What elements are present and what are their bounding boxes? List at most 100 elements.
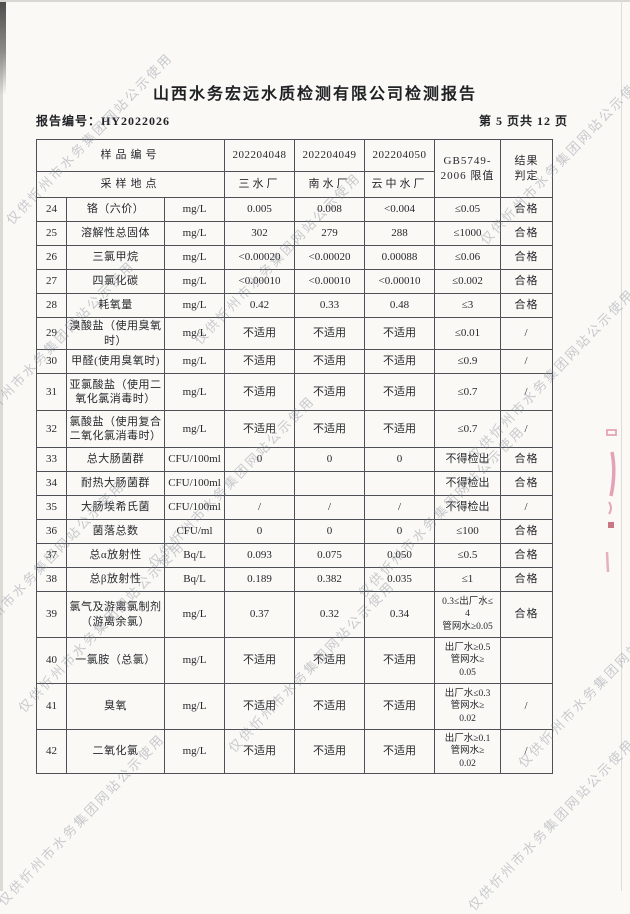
header-location-2: 南水厂 (294, 171, 366, 198)
row-number: 39 (36, 591, 67, 638)
cell-parameter: 氯气及游离氯制剂（游离余氯） (66, 591, 165, 638)
results-table: 样品编号 202204048 202204049 202204050 GB574… (35, 139, 554, 774)
cell-value-plant-2: 不适用 (294, 637, 366, 684)
cell-unit: mg/L (163, 221, 226, 246)
cell-unit: CFU/ml (163, 519, 226, 544)
report-meta: 报告编号：HY2022026 第 5 页共 12 页 (36, 112, 568, 129)
cell-result: 合格 (500, 567, 554, 592)
cell-result: 合格 (500, 543, 554, 568)
cell-value-plant-2: 0.382 (294, 567, 366, 592)
row-number: 33 (36, 447, 67, 472)
cell-limit: ≤0.9 (434, 349, 502, 374)
cell-result: 合格 (500, 293, 554, 318)
cell-value-plant-2: 不适用 (294, 683, 366, 730)
cell-limit: ≤0.002 (434, 269, 502, 294)
cell-result: / (500, 317, 554, 350)
cell-value-plant-1: <0.00020 (224, 245, 296, 270)
cell-value-plant-3: 不适用 (364, 637, 436, 684)
cell-limit: 出厂水≥0.1 管网水≥ 0.02 (434, 729, 502, 774)
header-location-1: 三水厂 (224, 171, 296, 198)
cell-value-plant-1: / (224, 495, 296, 520)
cell-parameter: 亚氯酸盐（使用二氧化氯消毒时） (66, 373, 165, 411)
cell-result (500, 637, 554, 684)
cell-unit: mg/L (163, 245, 226, 270)
cell-parameter: 溶解性总固体 (66, 221, 165, 246)
cell-value-plant-2: 0.075 (294, 543, 366, 568)
table-row: 34 耐热大肠菌群 CFU/100ml 不得检出 合格 (36, 471, 554, 496)
cell-value-plant-2: <0.00010 (294, 269, 366, 294)
cell-value-plant-1: 0.37 (224, 591, 296, 638)
cell-limit: ≤100 (434, 519, 502, 544)
row-number: 31 (36, 373, 67, 411)
cell-value-plant-3: 不适用 (364, 729, 436, 774)
cell-value-plant-3: 0.035 (364, 567, 436, 592)
cell-parameter: 总β放射性 (66, 567, 165, 592)
table-row: 40 一氯胺（总氯） mg/L 不适用 不适用 不适用 出厂水≥0.5 管网水≥ 0.05 (36, 637, 554, 684)
cell-parameter: 耐热大肠菌群 (66, 471, 165, 496)
cell-value-plant-1: 不适用 (224, 683, 296, 730)
row-number: 40 (36, 637, 67, 684)
cell-result: / (500, 683, 554, 730)
cell-unit: mg/L (163, 197, 226, 222)
cell-unit: mg/L (163, 683, 226, 730)
cell-unit: CFU/100ml (163, 471, 226, 496)
cell-unit: mg/L (163, 269, 226, 294)
cell-value-plant-3: 0.48 (364, 293, 436, 318)
header-sample-id-1: 202204048 (224, 139, 296, 172)
cell-unit: mg/L (163, 293, 226, 318)
cell-value-plant-1: 0.189 (224, 567, 296, 592)
table-row: 37 总α放射性 Bq/L 0.093 0.075 0.050 ≤0.5 合格 (36, 543, 554, 568)
cell-unit: mg/L (163, 637, 226, 684)
cell-limit: ≤0.5 (434, 543, 502, 568)
cell-value-plant-1: <0.00010 (224, 269, 296, 294)
table-row: 35 大肠埃希氏菌 CFU/100ml / / / 不得检出 / (36, 495, 554, 520)
cell-value-plant-1: 不适用 (224, 317, 296, 350)
row-number: 30 (36, 349, 67, 374)
cell-result: 合格 (500, 471, 554, 496)
row-number: 28 (36, 293, 67, 318)
cell-value-plant-2: 不适用 (294, 729, 366, 774)
row-number: 36 (36, 519, 67, 544)
cell-parameter: 总大肠菌群 (66, 447, 165, 472)
cell-result: 合格 (500, 519, 554, 544)
cell-limit: 不得检出 (434, 471, 502, 496)
row-number: 29 (36, 317, 67, 350)
row-number: 26 (36, 245, 67, 270)
table-row: 36 菌落总数 CFU/ml 0 0 0 ≤100 合格 (36, 519, 554, 544)
cell-value-plant-1 (224, 471, 296, 496)
cell-parameter: 三氯甲烷 (66, 245, 165, 270)
cell-value-plant-3: 不适用 (364, 317, 436, 350)
cell-result: / (500, 410, 554, 448)
table-row: 39 氯气及游离氯制剂（游离余氯） mg/L 0.37 0.32 0.34 0.3≤出厂水≤… (36, 591, 554, 638)
table-row: 29 溴酸盐（使用臭氧时） mg/L 不适用 不适用 不适用 ≤0.01/ (36, 317, 554, 350)
row-number: 38 (36, 567, 67, 592)
cell-unit: mg/L (163, 317, 226, 350)
row-number: 35 (36, 495, 67, 520)
cell-value-plant-2: / (294, 495, 366, 520)
cell-value-plant-1: 不适用 (224, 349, 296, 374)
cell-value-plant-1: 0.093 (224, 543, 296, 568)
cell-parameter: 菌落总数 (66, 519, 165, 544)
table-row: 31 亚氯酸盐（使用二氧化氯消毒时） mg/L 不适用 不适用 不适用 ≤0.7/ (36, 373, 554, 411)
scan-edge-shadow (0, 0, 6, 95)
cell-limit: ≤1000 (434, 221, 502, 246)
cell-parameter: 铬（六价） (66, 197, 165, 222)
cell-value-plant-1: 不适用 (224, 410, 296, 448)
cell-value-plant-3: <0.004 (364, 197, 436, 222)
table-row: 30 甲醛(使用臭氧时) mg/L 不适用 不适用 不适用 ≤0.9/ (36, 349, 554, 374)
row-number: 34 (36, 471, 67, 496)
cell-parameter: 耗氧量 (66, 293, 165, 318)
cell-value-plant-3: 0.34 (364, 591, 436, 638)
header-location-3: 云中水厂 (364, 171, 436, 198)
cell-value-plant-2: 0.32 (294, 591, 366, 638)
cell-unit: mg/L (163, 349, 226, 374)
cell-unit: Bq/L (163, 567, 226, 592)
cell-limit: ≤0.06 (434, 245, 502, 270)
cell-parameter: 臭氧 (66, 683, 165, 730)
cell-result: 合格 (500, 197, 554, 222)
cell-result: / (500, 373, 554, 411)
cell-limit: ≤3 (434, 293, 502, 318)
cell-parameter: 一氯胺（总氯） (66, 637, 165, 684)
header-result-label: 结果 判定 (500, 139, 554, 198)
cell-result: 合格 (500, 591, 554, 638)
